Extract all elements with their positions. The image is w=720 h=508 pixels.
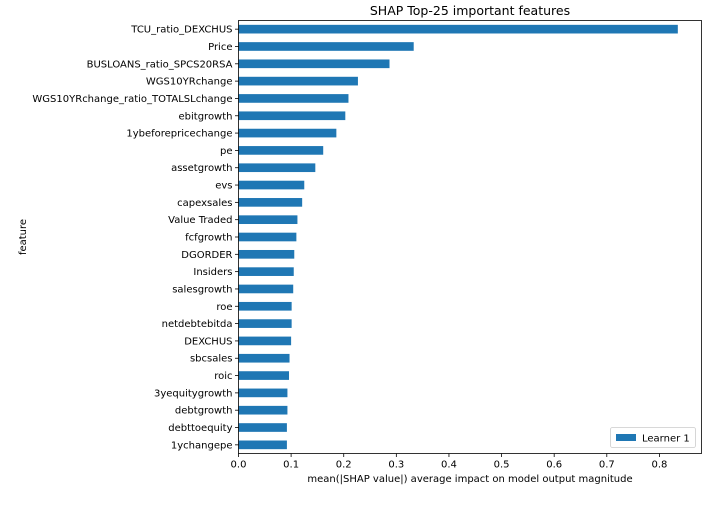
bar [238,405,288,415]
bar [238,128,337,138]
bar [238,388,288,398]
bar [238,94,349,103]
legend-label: Learner 1 [642,434,690,445]
bar [238,163,316,173]
y-tick-label: fcfgrowth [185,233,232,244]
x-tick-label: 0.8 [651,460,667,471]
bar [238,284,294,294]
bar [238,111,346,121]
bar [238,423,287,432]
y-tick-label: Insiders [193,267,232,278]
y-tick-label: debttoequity [168,423,232,434]
y-tick-label: sbcsales [190,354,233,365]
y-tick-label: 1ychangepe [171,440,233,451]
bar [238,353,290,363]
bar [238,232,297,242]
y-tick-label: BUSLOANS_ratio_SPCS20RSA [87,59,233,70]
chart-title: SHAP Top-25 important features [370,3,570,18]
y-tick-label: Price [208,42,232,53]
plot-frame [238,20,702,454]
y-tick-label: roe [216,302,232,313]
y-tick-label: Value Traded [168,215,232,226]
legend-box [610,427,696,448]
y-tick-label: salesgrowth [172,284,232,295]
y-tick-label: netdebtebitda [162,319,233,330]
y-tick-label: 3yequitygrowth [154,388,233,399]
bar [238,146,324,155]
x-tick-label: 0.3 [388,460,404,471]
x-tick-label: 0.2 [336,460,352,471]
x-tick-label: 0.0 [231,460,247,471]
bar [238,180,305,190]
x-tick-label: 0.4 [441,460,457,471]
bar [238,301,292,311]
y-tick-label: DEXCHUS [184,336,232,347]
y-tick-label: pe [220,146,233,157]
y-axis-label: feature [18,219,29,255]
bar [238,215,298,225]
x-tick-label: 0.7 [599,460,615,471]
bar [238,267,294,276]
y-tick-label: roic [214,371,232,382]
bar [238,249,295,259]
bar [238,336,292,346]
bar [238,198,303,207]
legend: Learner 1 [610,427,696,448]
y-tick-label: WGS10YRchange_ratio_TOTALSLchange [32,94,232,105]
bar [238,24,678,34]
y-ticks: TCU_ratio_DEXCHUS Price BUSLOANS_ratio_SPC… [32,25,239,451]
bar [238,42,414,51]
bars-layer [238,24,678,450]
x-ticks: 0.0 0.1 0.2 0.3 0.4 0.5 0.6 0.7 0.8 [231,453,667,471]
bar [238,440,287,450]
bar [238,319,292,328]
x-tick-label: 0.6 [546,460,562,471]
y-tick-label: WGS10YRchange [146,77,233,88]
y-tick-label: ebitgrowth [179,111,233,122]
x-tick-label: 0.1 [283,460,299,471]
bar [238,371,290,380]
y-tick-label: capexsales [177,198,232,209]
y-tick-label: debtgrowth [175,406,233,417]
y-tick-label: DGORDER [181,250,232,261]
x-axis-label: mean(|SHAP value|) average impact on mod… [307,474,632,485]
x-tick-label: 0.5 [494,460,510,471]
y-tick-label: 1ybeforepricechange [126,129,232,140]
y-tick-label: assetgrowth [171,163,232,174]
y-tick-label: TCU_ratio_DEXCHUS [130,25,232,36]
legend-swatch [616,434,636,441]
bar [238,59,390,69]
y-tick-label: evs [215,181,232,192]
bar [238,76,358,86]
